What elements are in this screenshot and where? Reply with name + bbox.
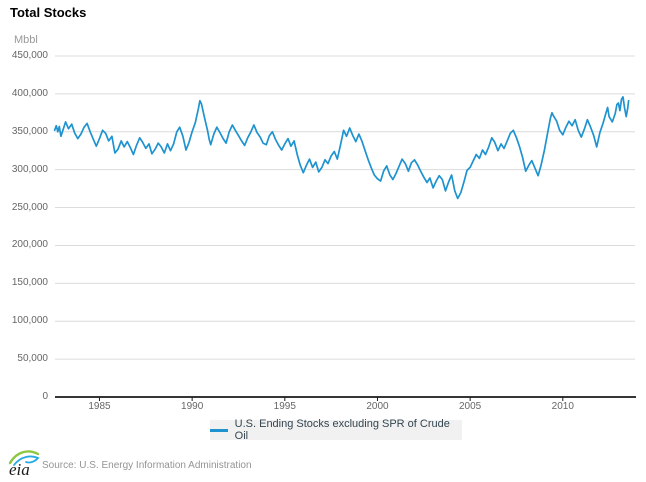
y-tick-label: 100,000 [11, 315, 48, 327]
x-tick-label: 2000 [366, 401, 389, 412]
y-tick-label: 200,000 [11, 239, 48, 251]
x-tick-label: 2005 [459, 401, 482, 412]
y-tick-label: 0 [42, 391, 48, 402]
chart-title: Total Stocks [10, 5, 87, 20]
eia-logo-text: eia [9, 460, 30, 478]
legend-line-swatch-icon [210, 428, 228, 432]
y-tick-label: 250,000 [11, 201, 48, 213]
x-tick-label: 2010 [551, 401, 574, 412]
y-tick-label: 450,000 [11, 50, 48, 61]
x-tick-label: 1995 [273, 401, 296, 412]
eia-logo: eia [8, 450, 40, 478]
y-tick-label: 350,000 [11, 125, 48, 137]
x-tick-label: 1985 [88, 401, 111, 412]
y-tick-label: 300,000 [11, 163, 48, 175]
y-tick-label: 150,000 [11, 277, 48, 289]
y-axis-unit-label: Mbbl [14, 34, 38, 46]
y-tick-label: 50,000 [17, 353, 48, 365]
series-line [53, 96, 630, 200]
legend-label: U.S. Ending Stocks excluding SPR of Crud… [234, 418, 450, 442]
y-tick-label: 400,000 [11, 87, 48, 99]
x-tick-label: 1990 [181, 401, 204, 412]
legend-item[interactable]: U.S. Ending Stocks excluding SPR of Crud… [210, 418, 462, 442]
source-text: Source: U.S. Energy Information Administ… [42, 460, 252, 471]
